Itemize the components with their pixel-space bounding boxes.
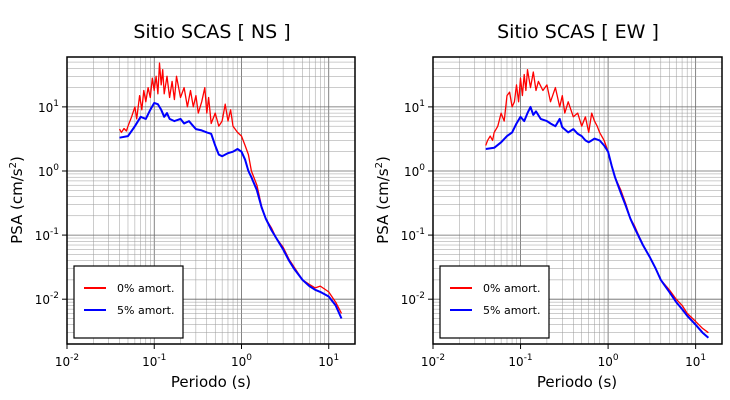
legend-box bbox=[439, 265, 550, 339]
svg-text:PSA (cm/s2): PSA (cm/s2) bbox=[8, 156, 26, 244]
y-axis-label: PSA (cm/s2) bbox=[374, 156, 392, 244]
x-tick-label: 101 bbox=[318, 353, 339, 369]
legend: 0% amort. 5% amort. bbox=[73, 265, 184, 339]
y-tick-label: 10-1 bbox=[35, 227, 59, 243]
legend-label-1: 5% amort. bbox=[483, 304, 540, 317]
chart-title: Sitio SCAS [ NS ] bbox=[133, 21, 290, 43]
y-tick-label: 101 bbox=[38, 99, 59, 115]
grid bbox=[66, 56, 356, 345]
series-line-1 bbox=[485, 105, 710, 339]
x-axis-label: Periodo (s) bbox=[537, 373, 617, 391]
y-tick-label: 100 bbox=[404, 163, 425, 179]
svg-text:PSA (cm/s2): PSA (cm/s2) bbox=[374, 156, 392, 244]
x-tick-label: 100 bbox=[231, 353, 252, 369]
y-axis-label: PSA (cm/s2) bbox=[8, 156, 26, 244]
x-tick-label: 10-2 bbox=[55, 353, 79, 369]
legend-box bbox=[73, 265, 184, 339]
x-tick-label: 10-1 bbox=[142, 353, 166, 369]
chart-panel-ns: Sitio SCAS [ NS ] 10-2 10-1 100 101 10-2 10-1… bbox=[8, 21, 356, 391]
chart-title: Sitio SCAS [ EW ] bbox=[497, 21, 659, 43]
legend-label-0: 0% amort. bbox=[483, 282, 540, 295]
series-line-1 bbox=[119, 102, 343, 319]
chart-panel-ew: Sitio SCAS [ EW ] 10-2 10-1 100 101 10-2 10-1… bbox=[374, 21, 723, 391]
x-tick-label: 101 bbox=[685, 353, 706, 369]
legend-label-1: 5% amort. bbox=[117, 304, 174, 317]
legend-label-0: 0% amort. bbox=[117, 282, 174, 295]
y-tick-label: 10-2 bbox=[35, 291, 59, 307]
x-tick-label: 10-1 bbox=[508, 353, 532, 369]
tick-labels: 10-2 10-1 100 101 10-2 10-1 100 101 bbox=[35, 99, 340, 369]
legend: 0% amort. 5% amort. bbox=[439, 265, 550, 339]
plot-frame bbox=[66, 56, 356, 345]
y-tick-label: 10-2 bbox=[401, 291, 425, 307]
y-tick-label: 100 bbox=[38, 163, 59, 179]
y-tick-label: 10-1 bbox=[401, 227, 425, 243]
tick-labels: 10-2 10-1 100 101 10-2 10-1 100 101 bbox=[401, 99, 706, 369]
x-tick-label: 100 bbox=[598, 353, 619, 369]
x-tick-label: 10-2 bbox=[421, 353, 445, 369]
series-layer bbox=[118, 62, 343, 319]
x-axis-label: Periodo (s) bbox=[171, 373, 251, 391]
plot-frame bbox=[432, 56, 723, 345]
y-tick-label: 101 bbox=[404, 99, 425, 115]
series-layer bbox=[485, 69, 710, 339]
